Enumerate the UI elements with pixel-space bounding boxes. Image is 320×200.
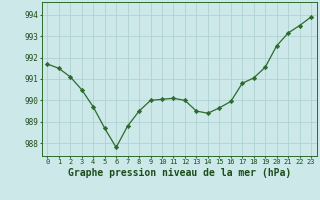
X-axis label: Graphe pression niveau de la mer (hPa): Graphe pression niveau de la mer (hPa) [68, 168, 291, 178]
